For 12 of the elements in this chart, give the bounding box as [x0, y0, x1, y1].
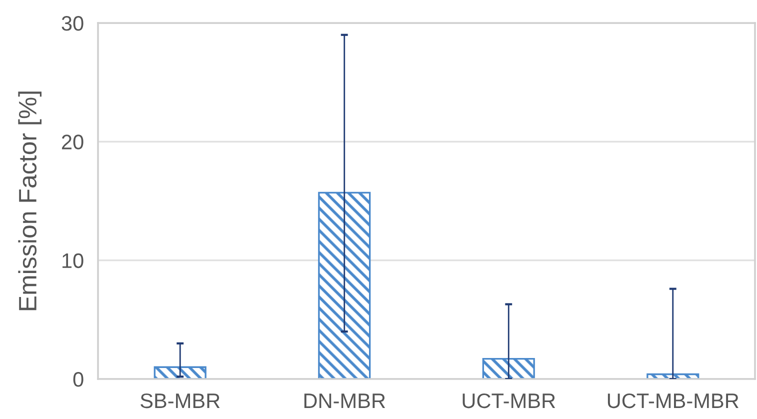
y-tick-label: 20 — [62, 134, 84, 150]
bar — [318, 192, 371, 379]
y-tick-label: 30 — [62, 16, 84, 31]
bar — [482, 358, 535, 379]
x-tick-label: DN-MBR — [304, 394, 386, 408]
x-tick-label: SB-MBR — [140, 393, 220, 408]
y-tick-label: 0 — [73, 372, 84, 387]
x-tick-label: UCT-MBR — [462, 393, 556, 408]
y-tick-label: 10 — [62, 253, 84, 268]
bar — [154, 366, 206, 379]
x-tick-label: UCT-MB-MBR — [608, 393, 738, 408]
y-axis-title: Emission Factor [%] — [18, 92, 42, 310]
